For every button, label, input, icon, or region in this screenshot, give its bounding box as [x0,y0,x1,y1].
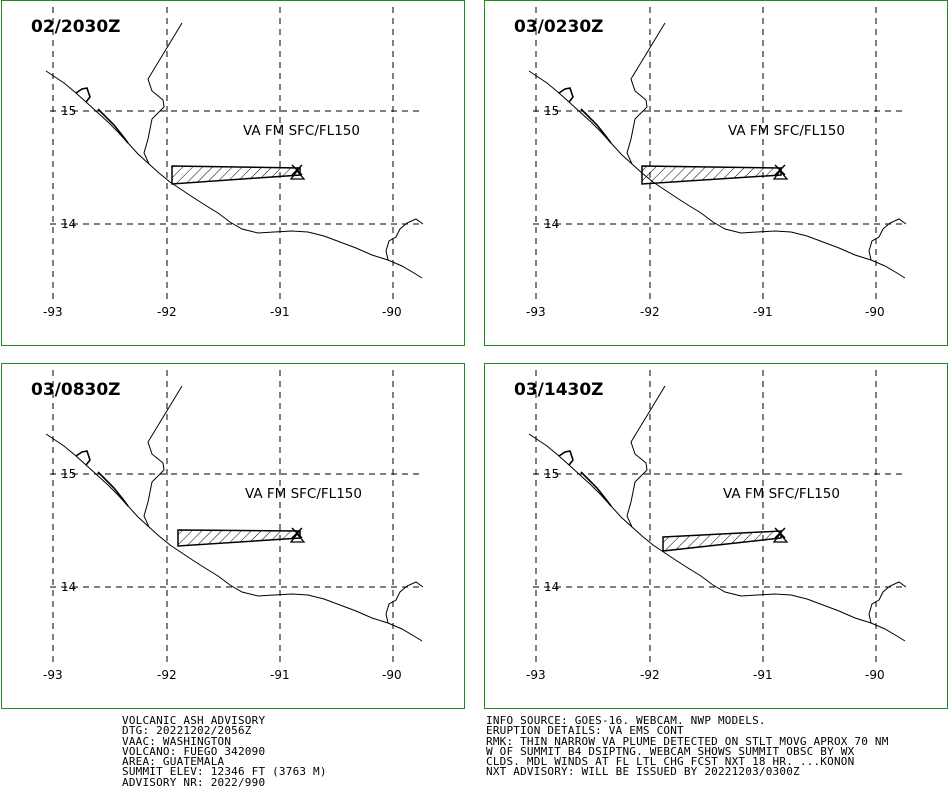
advisory-line: VAAC: WASHINGTON [122,734,232,748]
ash-altitude-label: VA FM SFC/FL150 [243,123,360,139]
advisory-line: DTG: 20221202/2056Z [122,724,252,738]
ash-cloud-area [171,165,301,185]
lon-label-92: -92 [157,305,177,319]
advisory-line: SUMMIT ELEV: 12346 FT (3763 M) [122,765,327,779]
coastline [528,433,906,642]
lon-label-90: -90 [382,668,402,682]
country-border [626,22,666,165]
lat-label-14: 14 [544,217,560,231]
ash-altitude-label: VA FM SFC/FL150 [728,123,845,139]
map-panel-4: 03/1430Z VA FM SFC/FL150 15 14 -93 -92 -… [484,363,948,709]
lon-label-90: -90 [382,305,402,319]
lat-label-14: 14 [544,580,560,594]
volcano-triangle-icon [772,532,789,543]
volcano-triangle-icon [289,532,306,543]
ash-altitude-label: VA FM SFC/FL150 [723,486,840,502]
panel-time-title: 03/0230Z [514,17,604,37]
panel-time-title: 03/1430Z [514,380,604,400]
lon-label-92: -92 [640,305,660,319]
coastline-detail [558,87,612,144]
country-border [143,385,183,528]
volcano-marker-icon [291,164,303,176]
lat-label-15: 15 [61,104,77,118]
advisory-line: ERUPTION DETAILS: VA EMS CONT [486,724,684,738]
panel-time-title: 02/2030Z [31,17,121,37]
lon-label-90: -90 [865,305,885,319]
panel-time-title: 03/0830Z [31,380,121,400]
ash-cloud-area [177,529,301,547]
lon-label-91: -91 [753,668,773,682]
map-panel-1: 02/2030Z VA FM SFC/FL150 15 14 -93 -92 -… [1,0,465,346]
lat-label-15: 15 [544,467,560,481]
map-panel-2: 03/0230Z VA FM SFC/FL150 15 14 -93 -92 -… [484,0,948,346]
volcano-marker-icon [291,527,303,539]
volcano-marker-icon [774,164,786,176]
ash-altitude-label: VA FM SFC/FL150 [245,486,362,502]
country-border-east [385,581,424,624]
lon-label-93: -93 [526,668,546,682]
lon-label-93: -93 [43,305,63,319]
coastline-detail [75,87,129,144]
coastline [45,70,423,279]
advisory-header-block: VOLCANIC ASH ADVISORY DTG: 20221202/2056… [122,714,327,789]
advisory-details-block: INFO SOURCE: GOES-16. WEBCAM. NWP MODELS… [486,714,889,779]
volcano-triangle-icon [772,169,789,180]
lon-label-91: -91 [753,305,773,319]
advisory-line: W OF SUMMIT B4 DSIPTNG. WEBCAM SHOWS SUM… [486,744,855,758]
map-drawing [45,7,424,301]
map-drawing [45,370,424,664]
advisory-line: INFO SOURCE: GOES-16. WEBCAM. NWP MODELS… [486,714,766,727]
ash-cloud-area [662,530,782,552]
lat-label-14: 14 [61,580,77,594]
volcano-triangle-icon [289,169,306,180]
coastline-detail [75,450,129,507]
lon-label-92: -92 [640,668,660,682]
coastline-detail [558,450,612,507]
lat-label-15: 15 [544,104,560,118]
country-border-east [385,218,424,261]
country-border-east [868,218,907,261]
map-drawing [528,370,907,664]
advisory-line: RMK: THIN NARROW VA PLUME DETECTED ON ST… [486,734,889,748]
lon-label-92: -92 [157,668,177,682]
advisory-line: CLDS. MDL WINDS AT FL LTL CHG FCST NXT 1… [486,755,855,769]
country-border-east [868,581,907,624]
advisory-line: ADVISORY NR: 2022/990 [122,775,266,789]
map-panel-3: 03/0830Z VA FM SFC/FL150 15 14 -93 -92 -… [1,363,465,709]
lon-label-93: -93 [43,668,63,682]
advisory-line: VOLCANIC ASH ADVISORY [122,714,266,727]
lon-label-91: -91 [270,668,290,682]
coastline [45,433,423,642]
ash-cloud-area [641,165,782,185]
lat-label-15: 15 [61,467,77,481]
lon-label-93: -93 [526,305,546,319]
country-border [143,22,183,165]
country-border [626,385,666,528]
advisory-line: AREA: GUATEMALA [122,755,225,769]
map-drawing [528,7,907,301]
lat-label-14: 14 [61,217,77,231]
advisory-line: NXT ADVISORY: WILL BE ISSUED BY 20221203… [486,765,800,779]
coastline [528,70,906,279]
lon-label-91: -91 [270,305,290,319]
lon-label-90: -90 [865,668,885,682]
volcano-marker-icon [774,527,786,539]
advisory-line: VOLCANO: FUEGO 342090 [122,744,266,758]
